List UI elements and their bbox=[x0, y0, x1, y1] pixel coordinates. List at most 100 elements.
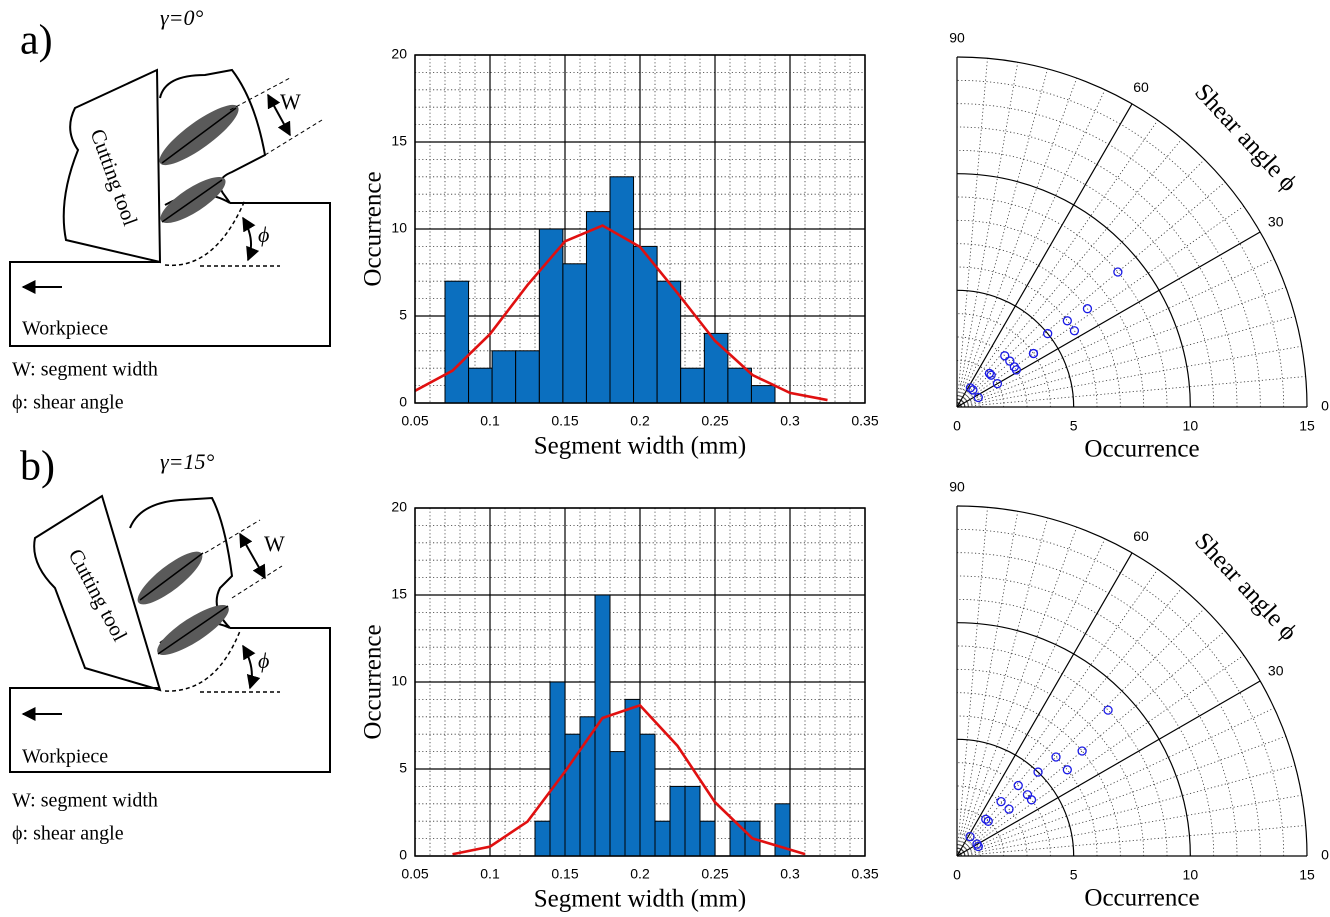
minor-grid-arc bbox=[956, 196, 1168, 408]
data-point bbox=[986, 370, 996, 380]
angle-symbol: ϕ bbox=[258, 648, 269, 673]
shear-line bbox=[161, 179, 223, 223]
x-tick-label: 0.05 bbox=[401, 413, 428, 429]
r-tick-label: 5 bbox=[1070, 867, 1078, 883]
data-point bbox=[984, 368, 995, 379]
y-tick-label: 20 bbox=[391, 499, 407, 515]
bar bbox=[750, 385, 776, 404]
minor-grid-arc bbox=[956, 243, 1121, 408]
minor-grid-ray bbox=[956, 526, 1078, 857]
bar bbox=[491, 350, 517, 404]
x-tick-label: 0.35 bbox=[851, 866, 878, 882]
y-tick-label: 15 bbox=[391, 133, 407, 149]
legend-text: ϕ: shear angle bbox=[12, 823, 124, 845]
y-tick-label: 10 bbox=[391, 220, 407, 236]
r-tick-label: 15 bbox=[1299, 867, 1315, 883]
width-symbol: W bbox=[264, 531, 285, 556]
angle-arrow bbox=[242, 216, 260, 262]
fit-curve bbox=[414, 224, 828, 402]
minor-grid-ray bbox=[956, 569, 1159, 857]
minor-grid-ray bbox=[956, 707, 1275, 857]
minor-grid-ray bbox=[956, 138, 1183, 408]
x-tick-label: 0.15 bbox=[551, 866, 578, 882]
minor-grid-arc bbox=[956, 645, 1168, 857]
data-point bbox=[1013, 780, 1023, 791]
legend-text: W: segment width bbox=[12, 359, 158, 381]
theta-axis-label: Shear angle ϕ bbox=[1189, 79, 1302, 197]
minor-grid-ray bbox=[956, 181, 1226, 408]
minor-grid-ray bbox=[956, 62, 1019, 408]
grid-arc bbox=[956, 173, 1191, 408]
minor-grid-ray bbox=[956, 765, 1296, 857]
shear-line bbox=[157, 605, 229, 655]
bar bbox=[562, 263, 587, 404]
grid-ray bbox=[956, 103, 1133, 408]
minor-grid-arc bbox=[956, 313, 1051, 408]
minor-grid-ray bbox=[956, 654, 1244, 857]
data-point bbox=[1113, 267, 1123, 277]
r-tick-label: 0 bbox=[953, 418, 961, 434]
theta-tick-label: 60 bbox=[1133, 79, 1149, 95]
theta-tick-label: 90 bbox=[949, 30, 965, 46]
data-point bbox=[1011, 365, 1022, 375]
data-point bbox=[996, 796, 1006, 807]
minor-grid-ray bbox=[956, 286, 1287, 408]
minor-grid-ray bbox=[956, 89, 1106, 408]
bar bbox=[515, 350, 540, 404]
tool-label: Cutting tool bbox=[86, 126, 143, 229]
minor-grid-arc bbox=[956, 126, 1238, 408]
minor-grid-ray bbox=[956, 587, 1183, 857]
angle-symbol: ϕ bbox=[258, 222, 269, 247]
minor-grid-ray bbox=[956, 258, 1275, 408]
minor-grid-ray bbox=[956, 376, 1306, 408]
workpiece-label: Workpiece bbox=[22, 746, 108, 768]
data-point bbox=[1005, 356, 1015, 366]
x-tick-label: 0.1 bbox=[480, 866, 500, 882]
data-point bbox=[1004, 804, 1014, 814]
theta-tick-label: 30 bbox=[1268, 663, 1284, 679]
grid-ray bbox=[956, 680, 1261, 857]
minor-grid-ray bbox=[956, 68, 1048, 408]
y-axis-label: Occurrence bbox=[360, 624, 387, 739]
data-point bbox=[1062, 316, 1072, 326]
minor-grid-arc bbox=[956, 762, 1051, 857]
r-tick-label: 10 bbox=[1183, 418, 1199, 434]
minor-grid-ray bbox=[956, 58, 988, 408]
data-point bbox=[1103, 705, 1113, 715]
data-point bbox=[973, 392, 983, 403]
x-tick-label: 0.25 bbox=[701, 413, 728, 429]
data-point bbox=[981, 814, 991, 824]
diagram-a: a) γ=0° W ϕ Cutting tool Workpiece W: se… bbox=[9, 5, 331, 414]
bar bbox=[444, 280, 470, 404]
minor-grid-ray bbox=[956, 159, 1205, 408]
bar bbox=[669, 785, 686, 857]
y-axis-label: Occurrence bbox=[360, 171, 387, 286]
x-tick-label: 0.1 bbox=[480, 413, 500, 429]
bar bbox=[684, 785, 701, 857]
bar bbox=[699, 820, 716, 857]
r-tick-label: 5 bbox=[1070, 418, 1078, 434]
x-axis-label: Segment width (mm) bbox=[534, 886, 746, 913]
x-tick-label: 0.2 bbox=[630, 413, 650, 429]
bar bbox=[609, 176, 635, 404]
data-point bbox=[965, 383, 976, 393]
theta-tick-label: 30 bbox=[1268, 214, 1284, 230]
bar bbox=[549, 681, 566, 857]
grid-ray bbox=[956, 231, 1261, 408]
theta-axis-label: Shear angle ϕ bbox=[1189, 528, 1302, 646]
x-tick-label: 0.35 bbox=[851, 413, 878, 429]
minor-grid-ray bbox=[956, 735, 1287, 857]
minor-grid-arc bbox=[956, 598, 1215, 857]
x-axis-label: Segment width (mm) bbox=[534, 433, 746, 460]
grid-arc bbox=[956, 622, 1191, 857]
minor-grid-ray bbox=[956, 77, 1078, 408]
y-tick-label: 15 bbox=[391, 586, 407, 602]
minor-grid-ray bbox=[956, 517, 1048, 857]
shear-line bbox=[139, 552, 204, 601]
bar bbox=[609, 751, 626, 857]
data-point bbox=[1000, 351, 1010, 361]
minor-grid-arc bbox=[956, 552, 1261, 857]
r-axis-label: Occurrence bbox=[1084, 436, 1199, 463]
shear-line bbox=[161, 107, 237, 164]
x-tick-label: 0.05 bbox=[401, 866, 428, 882]
